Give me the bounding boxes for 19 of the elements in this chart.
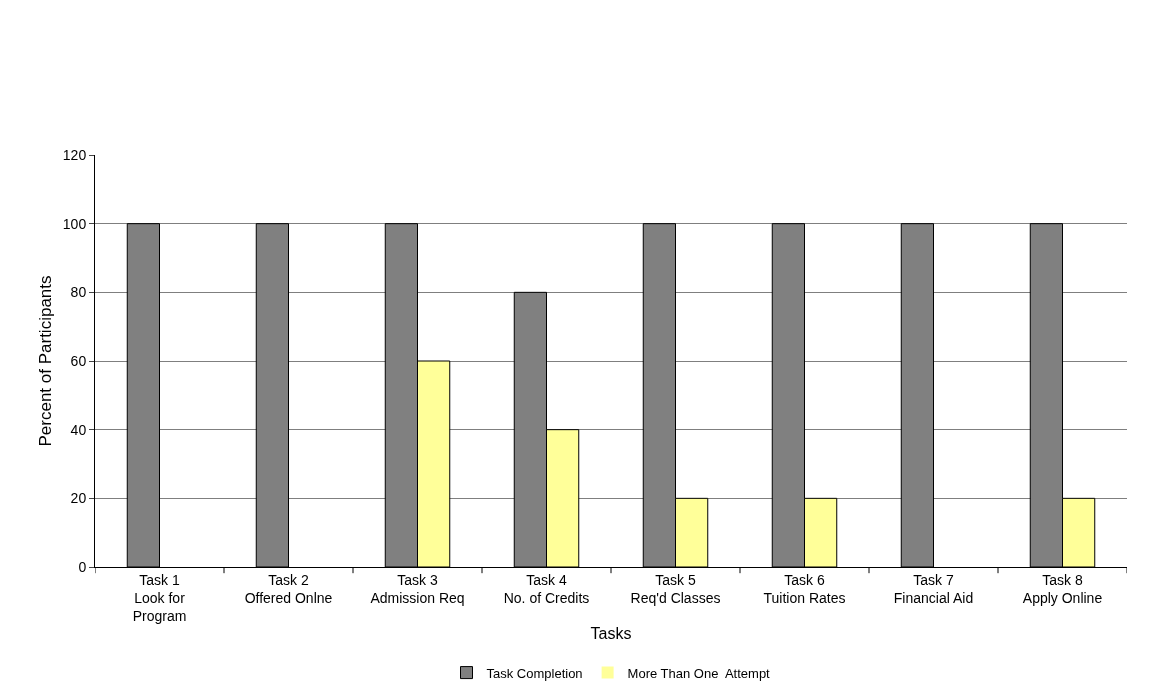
x-tick-label: Task 6 Tuition Rates bbox=[763, 571, 846, 606]
y-tick-label: 20 bbox=[70, 490, 87, 507]
y-tick-label: 80 bbox=[70, 284, 87, 301]
x-axis-title: Tasks bbox=[590, 624, 632, 642]
y-tick-label: 60 bbox=[70, 352, 87, 369]
x-tick-label: Task 1 Look for Program bbox=[132, 571, 187, 625]
y-tick-label: 120 bbox=[62, 146, 87, 163]
y-tick-label: 40 bbox=[70, 421, 87, 438]
y-tick-label: 0 bbox=[78, 558, 87, 575]
x-tick-label: Task 2 Offered Onlne bbox=[244, 571, 333, 606]
y-axis-title: Percent of Participants bbox=[36, 275, 55, 447]
y-tick-label: 100 bbox=[62, 215, 87, 232]
x-tick-label: Task 7 Financial Aid bbox=[893, 571, 974, 606]
x-tick-label: Task 8 Apply Online bbox=[1022, 571, 1103, 606]
x-tick-label: Task 3 Admission Req bbox=[370, 571, 465, 606]
legend-label: Task Completion bbox=[486, 665, 583, 681]
x-tick-label: Task 5 Req'd Classes bbox=[630, 571, 721, 606]
x-tick-label: Task 4 No. of Credits bbox=[503, 571, 590, 606]
legend-label: More Than One Attempt bbox=[627, 665, 771, 681]
